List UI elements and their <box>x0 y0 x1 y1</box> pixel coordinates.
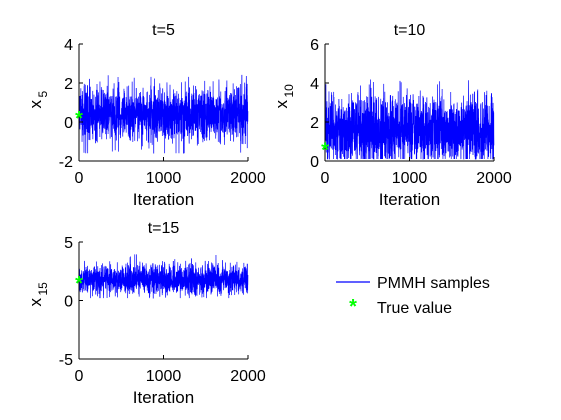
y-tick-label: -2 <box>59 154 73 171</box>
x-tick-label: 1000 <box>392 170 428 187</box>
y-axis-label: x 10 <box>272 84 296 109</box>
y-tick-label: 6 <box>310 37 319 54</box>
x-tick-label: 0 <box>75 170 84 187</box>
y-axis-label-subscript: 15 <box>36 282 50 296</box>
y-axis-label-main: x <box>26 100 45 109</box>
x-tick-label: 0 <box>75 368 84 385</box>
y-axis-label: x 15 <box>26 282 50 307</box>
y-tick-label: -5 <box>59 352 73 369</box>
legend-true-value-marker: * <box>349 296 357 318</box>
x-axis-label: Iteration <box>133 388 194 407</box>
legend-true-value-label: True value <box>377 300 452 317</box>
x-tick-label: 0 <box>321 170 330 187</box>
y-axis-label-main: x <box>26 298 45 307</box>
y-axis-label: x 5 <box>26 91 50 109</box>
subplot-title: t=5 <box>152 22 175 39</box>
y-tick-label: 2 <box>310 115 319 132</box>
true-value-marker: * <box>321 139 329 161</box>
y-tick-label: 5 <box>64 235 73 252</box>
y-tick-label: 0 <box>310 154 319 171</box>
pmmh-samples-line <box>78 254 249 299</box>
x-tick-label: 2000 <box>476 170 512 187</box>
y-axis-label-subscript: 10 <box>282 84 296 98</box>
y-axis-label-subscript: 5 <box>36 91 50 98</box>
x-tick-label: 2000 <box>230 170 266 187</box>
y-tick-label: 4 <box>310 76 319 93</box>
legend: PMMH samples * True value <box>336 275 490 318</box>
subplot-title: t=15 <box>148 220 180 237</box>
y-axis-label-main: x <box>272 100 291 109</box>
y-tick-label: 4 <box>64 37 73 54</box>
x-tick-label: 1000 <box>146 170 182 187</box>
pmmh-samples-line <box>324 79 495 160</box>
y-tick-label: 2 <box>64 76 73 93</box>
x-tick-label: 1000 <box>146 368 182 385</box>
y-tick-label: 0 <box>64 115 73 132</box>
x-axis-label: Iteration <box>379 190 440 209</box>
subplot-title: t=10 <box>394 22 426 39</box>
subplot-t10: t=10 x 10 Iteration 0 2 4 6 0 1000 2000 * <box>272 22 512 209</box>
true-value-marker: * <box>75 273 83 295</box>
legend-samples-label: PMMH samples <box>377 275 490 292</box>
x-tick-label: 2000 <box>230 368 266 385</box>
y-tick-label: 0 <box>64 294 73 311</box>
true-value-marker: * <box>75 108 83 130</box>
pmmh-samples-line <box>78 74 249 154</box>
x-axis-label: Iteration <box>133 190 194 209</box>
